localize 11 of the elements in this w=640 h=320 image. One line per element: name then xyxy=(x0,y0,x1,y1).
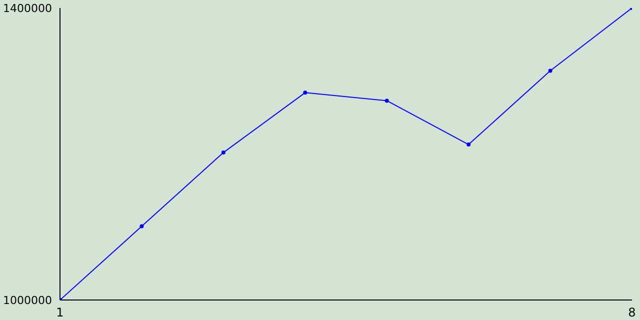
point xyxy=(466,142,471,147)
x-tick-label: 8 xyxy=(628,306,636,320)
point xyxy=(384,98,389,103)
y-tick-label: 1400000 xyxy=(3,2,52,15)
point xyxy=(548,68,552,73)
point xyxy=(221,150,226,155)
y-tick-label: 1000000 xyxy=(3,294,52,307)
x-tick-label: 1 xyxy=(56,306,64,320)
line-series xyxy=(60,8,632,300)
point xyxy=(303,90,308,95)
point xyxy=(140,224,144,228)
